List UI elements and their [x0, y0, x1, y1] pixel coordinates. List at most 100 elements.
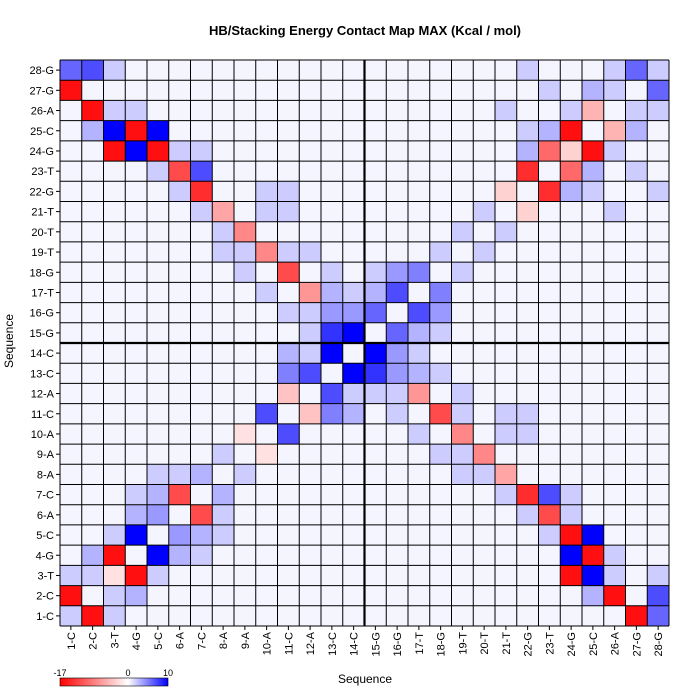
heatmap-cell — [364, 241, 387, 263]
heatmap-cell — [560, 383, 582, 404]
heatmap-cell — [495, 484, 517, 505]
heatmap-cell — [408, 60, 430, 81]
heatmap-cell — [299, 403, 321, 424]
heatmap-cell — [190, 60, 213, 81]
heatmap-cell — [277, 60, 300, 81]
heatmap-cell — [429, 80, 452, 101]
heatmap-cell — [364, 322, 387, 343]
heatmap-cell — [495, 262, 517, 283]
heatmap-cell — [625, 565, 648, 586]
heatmap-cell — [364, 464, 387, 485]
heatmap-cell — [582, 302, 604, 323]
heatmap-cell — [429, 302, 452, 323]
heatmap-cell — [451, 302, 474, 323]
heatmap-cell — [168, 140, 191, 162]
y-tick-label: 3-T — [38, 570, 55, 582]
heatmap-cell — [190, 565, 213, 586]
heatmap-cell — [451, 484, 474, 505]
heatmap-cell — [277, 221, 300, 242]
heatmap-cell — [603, 585, 626, 606]
heatmap-cell — [603, 60, 626, 81]
heatmap-cell — [255, 524, 278, 546]
heatmap-cell — [582, 464, 604, 485]
x-tick-label: 13-C — [327, 632, 339, 656]
heatmap-cell — [147, 120, 169, 141]
heatmap-cell — [364, 545, 387, 566]
heatmap-cell — [342, 282, 365, 303]
y-tick-label: 19-T — [31, 247, 54, 259]
heatmap-cell — [495, 423, 517, 445]
heatmap-cell — [538, 585, 561, 606]
heatmap-cell — [364, 282, 387, 303]
y-tick-label: 6-A — [37, 510, 55, 522]
heatmap-cell — [560, 484, 582, 505]
heatmap-cell — [429, 585, 452, 606]
heatmap-cell — [342, 161, 365, 182]
heatmap-cell — [451, 221, 474, 242]
heatmap-cell — [60, 140, 82, 162]
heatmap-cell — [560, 241, 582, 263]
heatmap-cell — [299, 545, 321, 566]
heatmap-cell — [625, 181, 648, 202]
heatmap-cell — [538, 343, 561, 364]
heatmap-cell — [625, 221, 648, 242]
heatmap-cell — [234, 80, 256, 101]
heatmap-cell — [647, 140, 669, 162]
heatmap-cell — [60, 221, 82, 242]
heatmap-cell — [603, 565, 626, 586]
heatmap-cell — [603, 221, 626, 242]
heatmap-cell — [299, 464, 321, 485]
heatmap-cell — [234, 201, 256, 222]
heatmap-cell — [647, 585, 669, 606]
heatmap-cell — [495, 120, 517, 141]
heatmap-cell — [190, 181, 213, 202]
heatmap-cell — [538, 423, 561, 445]
heatmap-cell — [60, 504, 82, 525]
heatmap-cell — [538, 201, 561, 222]
heatmap-cell — [234, 120, 256, 141]
heatmap-cell — [60, 80, 82, 101]
heatmap-cell — [103, 444, 126, 465]
heatmap-cell — [560, 302, 582, 323]
heatmap-cell — [408, 343, 430, 364]
heatmap-cell — [299, 484, 321, 505]
heatmap-cell — [60, 605, 82, 626]
heatmap-cell — [625, 282, 648, 303]
heatmap-cell — [190, 403, 213, 424]
heatmap-cell — [386, 585, 408, 606]
heatmap-cell — [190, 241, 213, 263]
heatmap-cell — [364, 221, 387, 242]
heatmap-cell — [125, 241, 147, 263]
heatmap-cell — [299, 282, 321, 303]
heatmap-cell — [234, 585, 256, 606]
heatmap-cell — [255, 322, 278, 343]
heatmap-cell — [429, 605, 452, 626]
heatmap-cell — [212, 100, 234, 121]
heatmap-cell — [386, 302, 408, 323]
heatmap-cell — [60, 423, 82, 445]
heatmap-cell — [647, 60, 669, 81]
heatmap-cell — [81, 262, 104, 283]
heatmap-cell — [560, 524, 582, 546]
heatmap-cell — [103, 363, 126, 384]
heatmap-cell — [147, 444, 169, 465]
heatmap-cell — [190, 585, 213, 606]
heatmap-cell — [190, 221, 213, 242]
heatmap-cell — [560, 363, 582, 384]
x-tick-label: 8-A — [218, 631, 230, 649]
heatmap-cell — [451, 403, 474, 424]
heatmap-cell — [429, 161, 452, 182]
heatmap-cell — [516, 140, 539, 162]
heatmap-cell — [451, 363, 474, 384]
heatmap-cell — [429, 282, 452, 303]
heatmap-cell — [81, 322, 104, 343]
heatmap-cell — [364, 585, 387, 606]
heatmap-cell — [81, 221, 104, 242]
heatmap-cell — [538, 444, 561, 465]
heatmap-cell — [255, 100, 278, 121]
heatmap-cell — [234, 161, 256, 182]
heatmap-cell — [516, 383, 539, 404]
heatmap-cell — [451, 565, 474, 586]
heatmap-cell — [342, 444, 365, 465]
heatmap-cell — [168, 161, 191, 182]
